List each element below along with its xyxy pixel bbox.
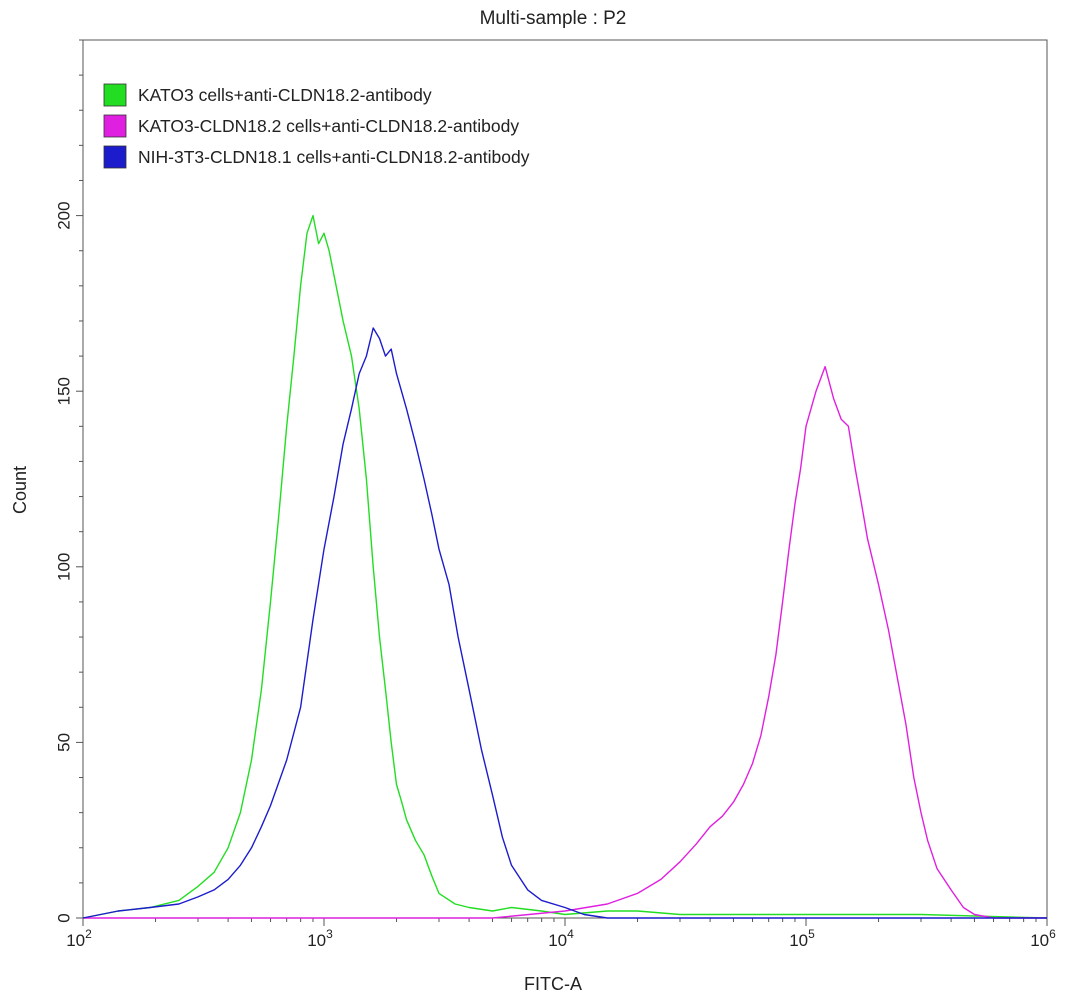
legend-label-2: NIH-3T3-CLDN18.1 cells+anti-CLDN18.2-ant… [138, 147, 530, 167]
x-axis-ticks: 102 103 104 105 106 [66, 918, 1056, 950]
y-tick-label: 100 [54, 553, 73, 581]
legend-label-1: KATO3-CLDN18.2 cells+anti-CLDN18.2-antib… [138, 116, 519, 136]
y-axis-ticks: 0 50 100 150 200 [54, 39, 83, 923]
x-tick-label: 104 [548, 927, 574, 950]
x-tick-label: 106 [1030, 927, 1056, 950]
chart-title: Multi-sample : P2 [480, 8, 627, 29]
series-line-2 [82, 327, 1047, 919]
plot-area [82, 39, 1048, 919]
y-tick-label: 150 [54, 377, 73, 405]
series-layer [82, 214, 1048, 919]
x-tick-label: 103 [307, 927, 333, 950]
series-line-0 [82, 214, 1048, 919]
y-axis-label: Count [10, 466, 30, 514]
legend: KATO3 cells+anti-CLDN18.2-antibody KATO3-… [103, 83, 530, 169]
y-tick-label: 200 [54, 201, 73, 229]
series-line-1 [83, 365, 1047, 919]
y-tick-label: 0 [54, 913, 73, 922]
legend-label-0: KATO3 cells+anti-CLDN18.2-antibody [138, 85, 432, 105]
x-tick-label: 105 [789, 927, 815, 950]
x-axis-label: FITC-A [524, 974, 582, 994]
legend-swatch-2 [103, 145, 127, 169]
legend-swatch-0 [103, 83, 127, 107]
x-tick-label: 102 [66, 927, 92, 950]
legend-swatch-1 [103, 114, 127, 138]
y-tick-label: 50 [54, 733, 73, 752]
